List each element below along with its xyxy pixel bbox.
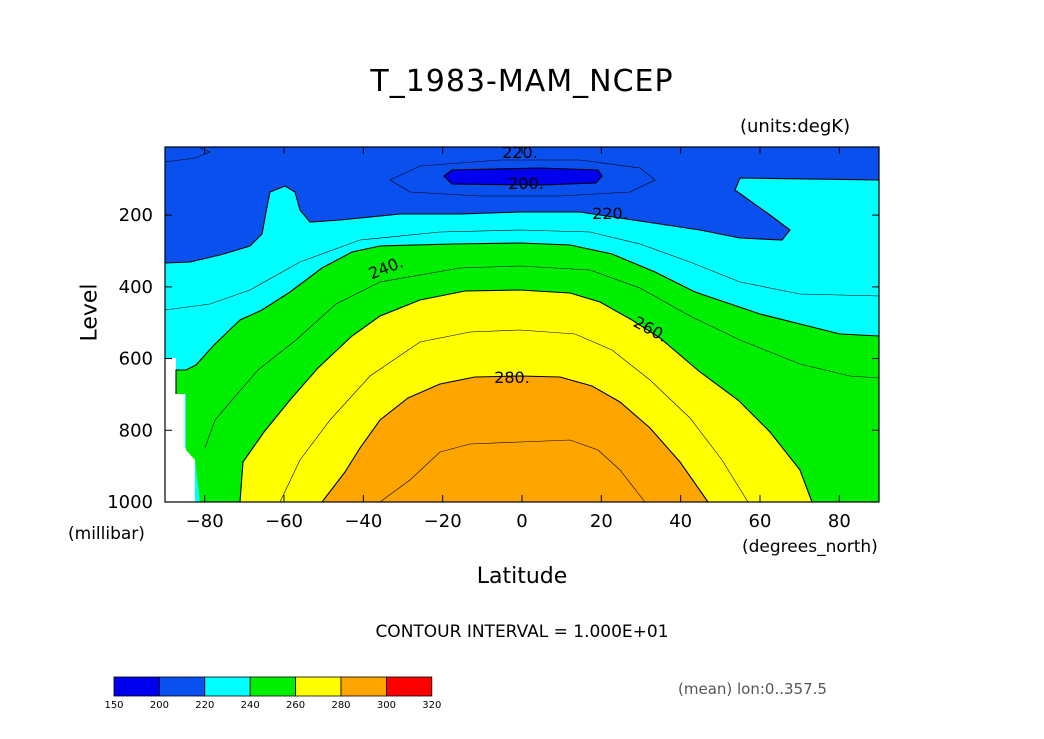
contour-line-250: [204, 265, 879, 449]
contour-line-280: [321, 375, 709, 502]
y-axis-units: (millibar): [68, 524, 145, 544]
contour-line-260: [239, 289, 813, 502]
x-tick-label: 20: [590, 511, 613, 532]
colorbar-tick-label: 260: [286, 700, 305, 711]
x-tick-label: 60: [749, 511, 772, 532]
y-tick-label: 800: [119, 420, 153, 441]
contour-line-220: [165, 177, 879, 264]
x-tick-label: −80: [186, 511, 224, 532]
contour-line-270: [279, 329, 749, 502]
contour-label: 220.: [502, 143, 538, 162]
y-tick-label: 600: [119, 349, 153, 370]
colorbar-tick-label: 150: [104, 700, 123, 711]
contour-interval-note: CONTOUR INTERVAL = 1.000E+01: [375, 622, 669, 642]
x-axis-units: (degrees_north): [742, 537, 878, 557]
contour-line-230: [165, 229, 879, 311]
colorbar-swatch: [158, 676, 206, 697]
contour-line-290: [379, 439, 646, 502]
colorbar-swatch: [113, 676, 160, 697]
contour-line-200: [443, 167, 603, 186]
contour-line-210: [389, 159, 656, 197]
contour-label: 280.: [494, 368, 530, 387]
units-label: (units:degK): [740, 116, 851, 137]
colorbar-tick-label: 320: [422, 700, 441, 711]
x-tick-label: 0: [516, 511, 527, 532]
y-tick-label: 400: [119, 277, 153, 298]
x-tick-label: −20: [424, 511, 462, 532]
band-200-220: [165, 147, 879, 263]
colorbar-tick-label: 200: [150, 700, 169, 711]
colorbar-swatch: [249, 676, 296, 697]
colorbar-tick-label: 280: [331, 700, 350, 711]
colorbar-swatch: [340, 676, 387, 697]
colorbar-swatch: [204, 676, 251, 697]
x-tick-label: −40: [344, 511, 382, 532]
band-below-200: [444, 168, 602, 185]
contour-label: 200.: [508, 174, 544, 193]
colorbar-swatch: [385, 676, 433, 697]
x-tick-label: 40: [669, 511, 692, 532]
colorbar-tick-label: 300: [377, 700, 396, 711]
y-tick-label: 200: [119, 205, 153, 226]
band-280-300: [322, 376, 708, 502]
y-tick-label: 1000: [107, 492, 153, 513]
missing-region: [165, 358, 195, 502]
x-tick-label: −60: [265, 511, 303, 532]
colorbar-swatch: [295, 676, 342, 697]
colorbar-tick-label: 240: [241, 700, 260, 711]
contour-label: 220.: [592, 204, 628, 223]
mean-note: (mean) lon:0..357.5: [678, 680, 827, 698]
colorbar-tick-label: 220: [195, 700, 214, 711]
chart-title: T_1983-MAM_NCEP: [370, 64, 674, 99]
contour-line-240: [175, 242, 879, 394]
x-axis-label: Latitude: [476, 564, 568, 589]
x-tick-label: 80: [828, 511, 851, 532]
